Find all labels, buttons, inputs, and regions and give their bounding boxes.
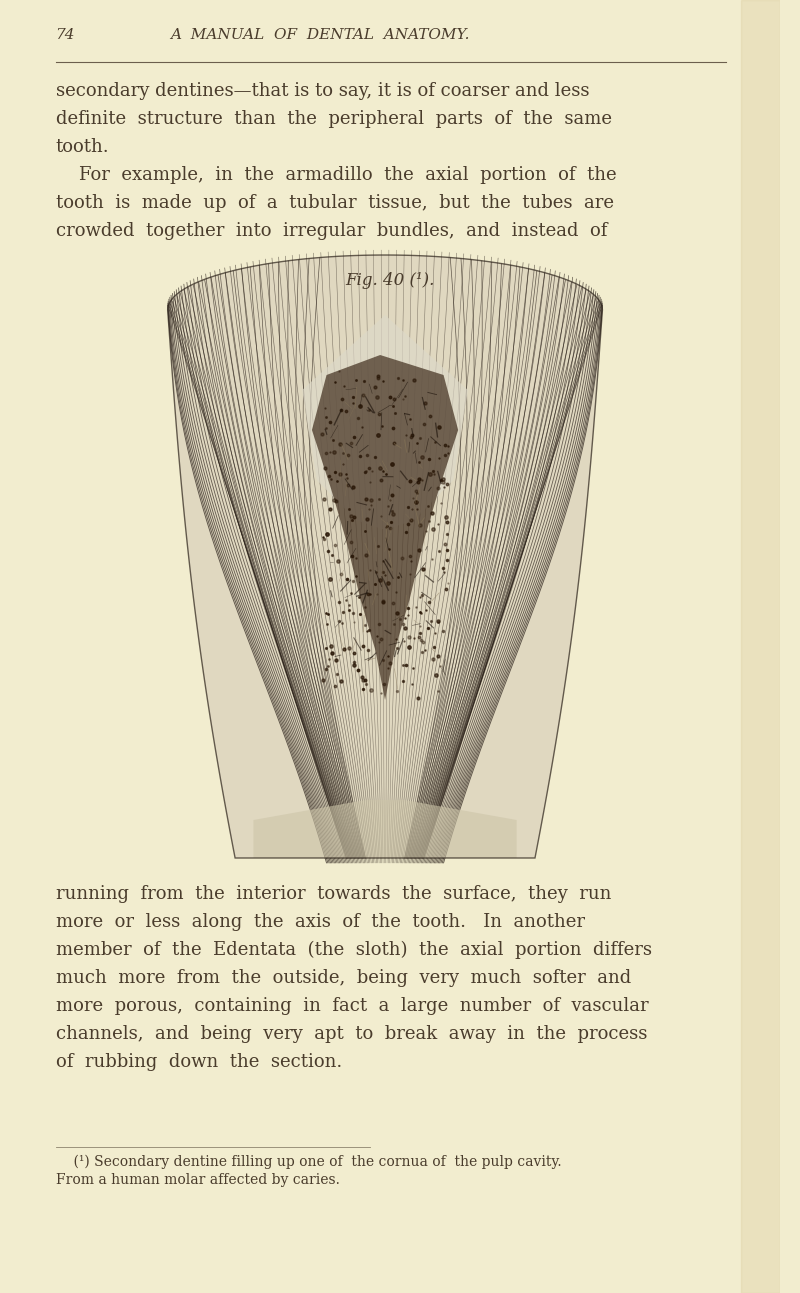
Text: tooth  is  made  up  of  a  tubular  tissue,  but  the  tubes  are: tooth is made up of a tubular tissue, bu… [55, 194, 614, 212]
Text: definite  structure  than  the  peripheral  parts  of  the  same: definite structure than the peripheral p… [55, 110, 611, 128]
Text: secondary dentines—that is to say, it is of coarser and less: secondary dentines—that is to say, it is… [55, 81, 589, 100]
Text: (¹) Secondary dentine filling up one of  the cornua of  the pulp cavity.: (¹) Secondary dentine filling up one of … [55, 1155, 561, 1169]
Text: 74: 74 [55, 28, 75, 41]
Text: more  porous,  containing  in  fact  a  large  number  of  vascular: more porous, containing in fact a large … [55, 997, 648, 1015]
Text: channels,  and  being  very  apt  to  break  away  in  the  process: channels, and being very apt to break aw… [55, 1025, 647, 1043]
Text: member  of  the  Edentata  (the  sloth)  the  axial  portion  differs: member of the Edentata (the sloth) the a… [55, 941, 651, 959]
Polygon shape [254, 800, 517, 859]
Bar [741, 0, 780, 1293]
Text: Fig. 40 (¹).: Fig. 40 (¹). [346, 272, 434, 290]
Text: much  more  from  the  outside,  being  very  much  softer  and: much more from the outside, being very m… [55, 968, 631, 987]
Polygon shape [168, 255, 602, 859]
Text: more  or  less  along  the  axis  of  the  tooth.   In  another: more or less along the axis of the tooth… [55, 913, 585, 931]
Text: tooth.: tooth. [55, 138, 109, 156]
Polygon shape [312, 356, 458, 700]
Text: crowded  together  into  irregular  bundles,  and  instead  of: crowded together into irregular bundles,… [55, 222, 607, 240]
Polygon shape [302, 315, 468, 530]
Text: From a human molar affected by caries.: From a human molar affected by caries. [55, 1173, 339, 1187]
Text: running  from  the  interior  towards  the  surface,  they  run: running from the interior towards the su… [55, 884, 611, 903]
Text: A  MANUAL  OF  DENTAL  ANATOMY.: A MANUAL OF DENTAL ANATOMY. [170, 28, 470, 41]
Text: of  rubbing  down  the  section.: of rubbing down the section. [55, 1053, 342, 1071]
Text: For  example,  in  the  armadillo  the  axial  portion  of  the: For example, in the armadillo the axial … [55, 166, 616, 184]
